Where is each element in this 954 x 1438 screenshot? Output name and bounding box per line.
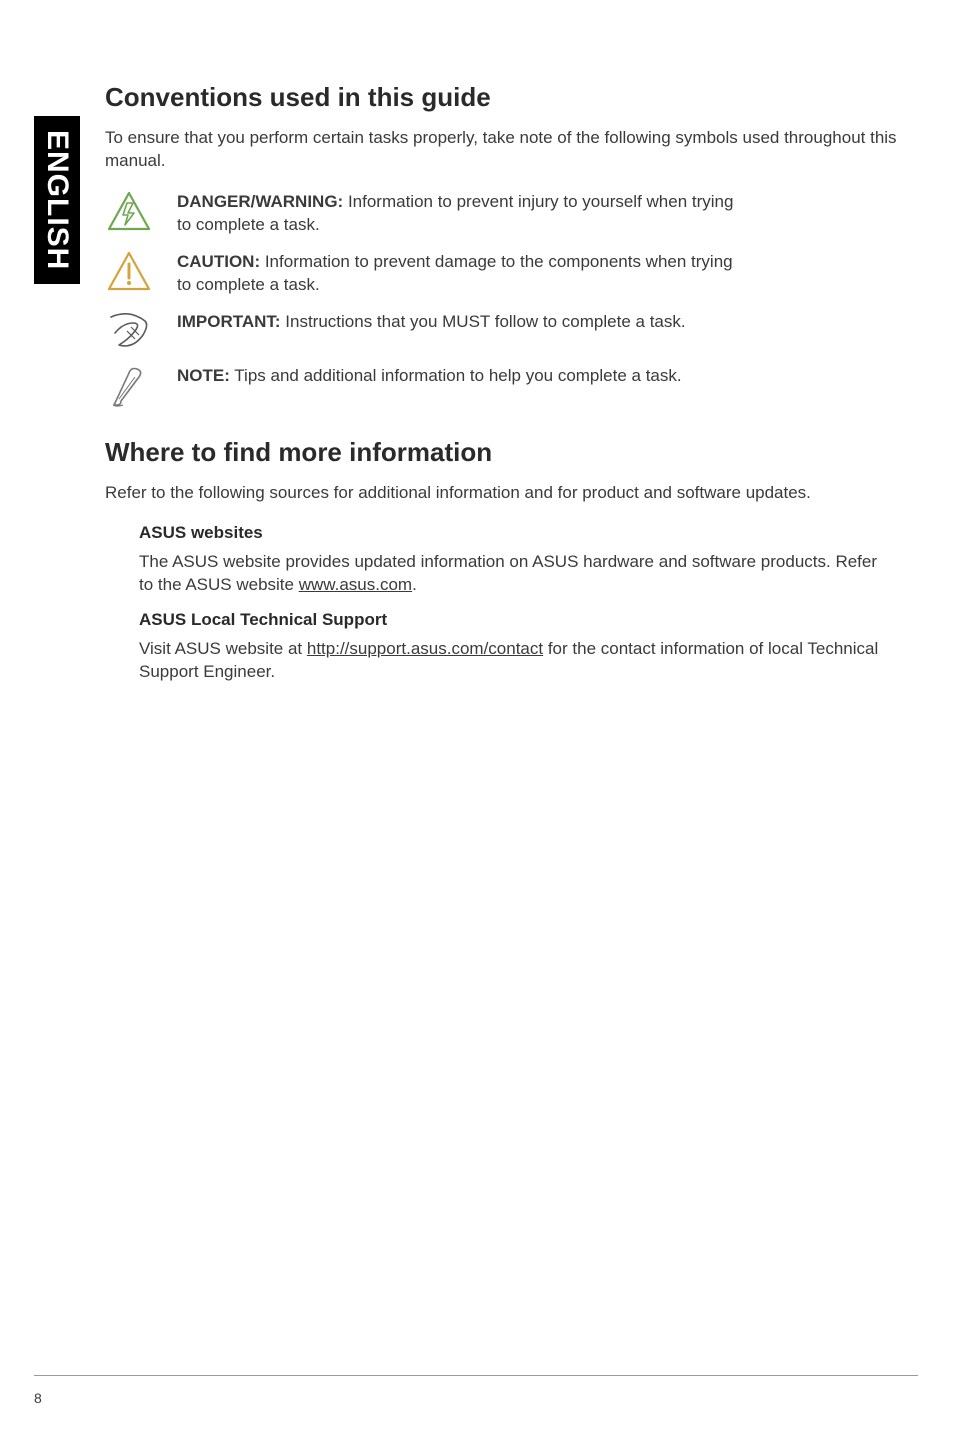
convention-desc: Tips and additional information to help … <box>230 366 682 385</box>
asus-support-heading: ASUS Local Technical Support <box>139 610 905 630</box>
page-content: Conventions used in this guide To ensure… <box>105 82 905 698</box>
note-icon <box>105 365 153 409</box>
moreinfo-intro: Refer to the following sources for addit… <box>105 482 905 505</box>
caution-icon <box>105 251 153 291</box>
asus-support-link[interactable]: http://support.asus.com/contact <box>307 639 543 658</box>
conventions-intro: To ensure that you perform certain tasks… <box>105 127 905 173</box>
asus-websites-heading: ASUS websites <box>139 523 905 543</box>
danger-icon <box>105 191 153 231</box>
convention-text: IMPORTANT: Instructions that you MUST fo… <box>177 311 686 334</box>
conventions-title: Conventions used in this guide <box>105 82 905 113</box>
footer-rule <box>34 1375 918 1376</box>
convention-label: IMPORTANT: <box>177 312 281 331</box>
convention-item: DANGER/WARNING: Information to prevent i… <box>105 191 905 237</box>
convention-text: DANGER/WARNING: Information to prevent i… <box>177 191 737 237</box>
convention-label: DANGER/WARNING: <box>177 192 343 211</box>
text-pre: Visit ASUS website at <box>139 639 307 658</box>
convention-label: CAUTION: <box>177 252 260 271</box>
moreinfo-title: Where to find more information <box>105 437 905 468</box>
convention-item: IMPORTANT: Instructions that you MUST fo… <box>105 311 905 351</box>
language-tab: ENGLISH <box>34 116 80 284</box>
convention-label: NOTE: <box>177 366 230 385</box>
text-pre: The ASUS website provides updated inform… <box>139 552 877 594</box>
convention-desc: Instructions that you MUST follow to com… <box>281 312 686 331</box>
text-post: . <box>412 575 417 594</box>
convention-text: CAUTION: Information to prevent damage t… <box>177 251 737 297</box>
convention-text: NOTE: Tips and additional information to… <box>177 365 682 388</box>
convention-item: CAUTION: Information to prevent damage t… <box>105 251 905 297</box>
page-number: 8 <box>34 1390 42 1406</box>
convention-desc: Information to prevent damage to the com… <box>177 252 733 294</box>
convention-item: NOTE: Tips and additional information to… <box>105 365 905 409</box>
asus-website-link[interactable]: www.asus.com <box>299 575 412 594</box>
asus-websites-text: The ASUS website provides updated inform… <box>139 551 879 597</box>
important-icon <box>105 311 153 351</box>
asus-support-text: Visit ASUS website at http://support.asu… <box>139 638 879 684</box>
